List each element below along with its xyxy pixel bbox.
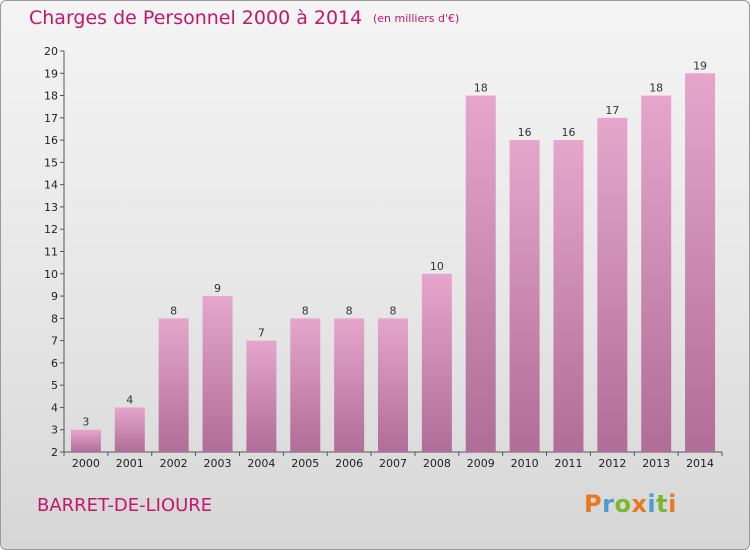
proxiti-logo[interactable]: Proxiti [584, 490, 677, 518]
data-label-2000: 3 [82, 416, 89, 429]
data-label-2003: 9 [214, 282, 221, 295]
bar-2005 [290, 318, 321, 452]
data-label-2001: 4 [126, 393, 133, 406]
x-axis: 2000 2001 2002 2003 2004 2005 2006 2007 2008 2009… [63, 451, 723, 470]
bar-2014 [685, 73, 716, 453]
logo-letter: x [631, 490, 648, 518]
y-tick-label: 19 [44, 67, 58, 80]
y-tick-label: 16 [44, 134, 58, 147]
x-tick-label: 2014 [686, 457, 714, 470]
logo-letter: t [656, 490, 669, 518]
data-label-2014: 19 [693, 59, 707, 72]
bars [70, 73, 716, 453]
bar-2007 [378, 318, 408, 452]
logo-letter: r [602, 490, 615, 518]
bar-2013 [641, 95, 672, 453]
data-label-2005: 8 [302, 304, 309, 317]
y-tick-label: 12 [44, 223, 58, 236]
x-tick-label: 2009 [467, 457, 495, 470]
chart-subtitle: (en milliers d'€) [373, 12, 460, 25]
y-tick-label: 5 [51, 379, 58, 392]
y-tick-label: 2 [51, 446, 58, 459]
data-label-2013: 18 [649, 82, 663, 95]
bar-2000 [70, 429, 101, 452]
bar-2010 [509, 140, 540, 452]
bar-2008 [421, 273, 452, 452]
y-tick-label: 4 [51, 401, 58, 414]
x-tick-label: 2003 [204, 457, 232, 470]
x-tick-label: 2010 [511, 457, 539, 470]
bar-2002 [158, 318, 189, 452]
y-tick-label: 10 [44, 268, 58, 281]
data-label-2012: 17 [605, 104, 619, 117]
bar-2012 [597, 117, 628, 452]
y-tick-label: 3 [51, 424, 58, 437]
x-tick-label: 2006 [335, 457, 363, 470]
y-tick-label: 15 [44, 156, 58, 169]
data-label-2004: 7 [258, 327, 265, 340]
y-tick-label: 6 [51, 357, 58, 370]
x-tick-label: 2012 [598, 457, 626, 470]
logo-letter: i [647, 490, 657, 518]
bar-2011 [553, 140, 584, 452]
y-tick-label: 14 [44, 179, 58, 192]
bar-2004 [246, 340, 277, 452]
bar-2001 [114, 407, 145, 452]
data-label-2011: 16 [561, 126, 575, 139]
y-tick-label: 18 [44, 90, 58, 103]
data-label-2008: 10 [430, 260, 444, 273]
x-tick-label: 2007 [379, 457, 407, 470]
logo-letter: i [668, 490, 677, 518]
bar-2003 [202, 296, 233, 452]
data-label-2002: 8 [170, 304, 177, 317]
chart-title: Charges de Personnel 2000 à 2014 [29, 7, 363, 29]
data-label-2006: 8 [346, 304, 353, 317]
y-tick-label: 17 [44, 112, 58, 125]
y-tick-label: 7 [51, 335, 58, 348]
y-axis: 2 3 4 5 6 7 8 9 10 11 12 13 14 15 16 17 18 19 20 [44, 45, 65, 459]
data-labels: 3 4 8 9 7 8 8 8 10 18 16 16 17 18 19 [82, 59, 707, 428]
y-tick-label: 9 [51, 290, 58, 303]
y-tick-label: 11 [44, 246, 58, 259]
commune-name: BARRET-DE-LIOURE [37, 495, 213, 516]
x-tick-label: 2000 [72, 457, 100, 470]
bar-2006 [334, 318, 365, 452]
y-tick-label: 20 [44, 45, 58, 58]
x-tick-label: 2001 [116, 457, 144, 470]
data-label-2007: 8 [390, 304, 397, 317]
data-label-2009: 18 [474, 82, 488, 95]
logo-letter: o [614, 490, 632, 518]
x-tick-label: 2002 [160, 457, 188, 470]
x-tick-label: 2008 [423, 457, 451, 470]
bar-2009 [465, 95, 496, 453]
x-tick-label: 2005 [291, 457, 319, 470]
data-label-2010: 16 [518, 126, 532, 139]
x-tick-label: 2013 [642, 457, 670, 470]
logo-letter: P [584, 490, 603, 518]
x-tick-label: 2004 [247, 457, 275, 470]
x-tick-label: 2011 [554, 457, 582, 470]
y-tick-label: 8 [51, 312, 58, 325]
y-tick-label: 13 [44, 201, 58, 214]
